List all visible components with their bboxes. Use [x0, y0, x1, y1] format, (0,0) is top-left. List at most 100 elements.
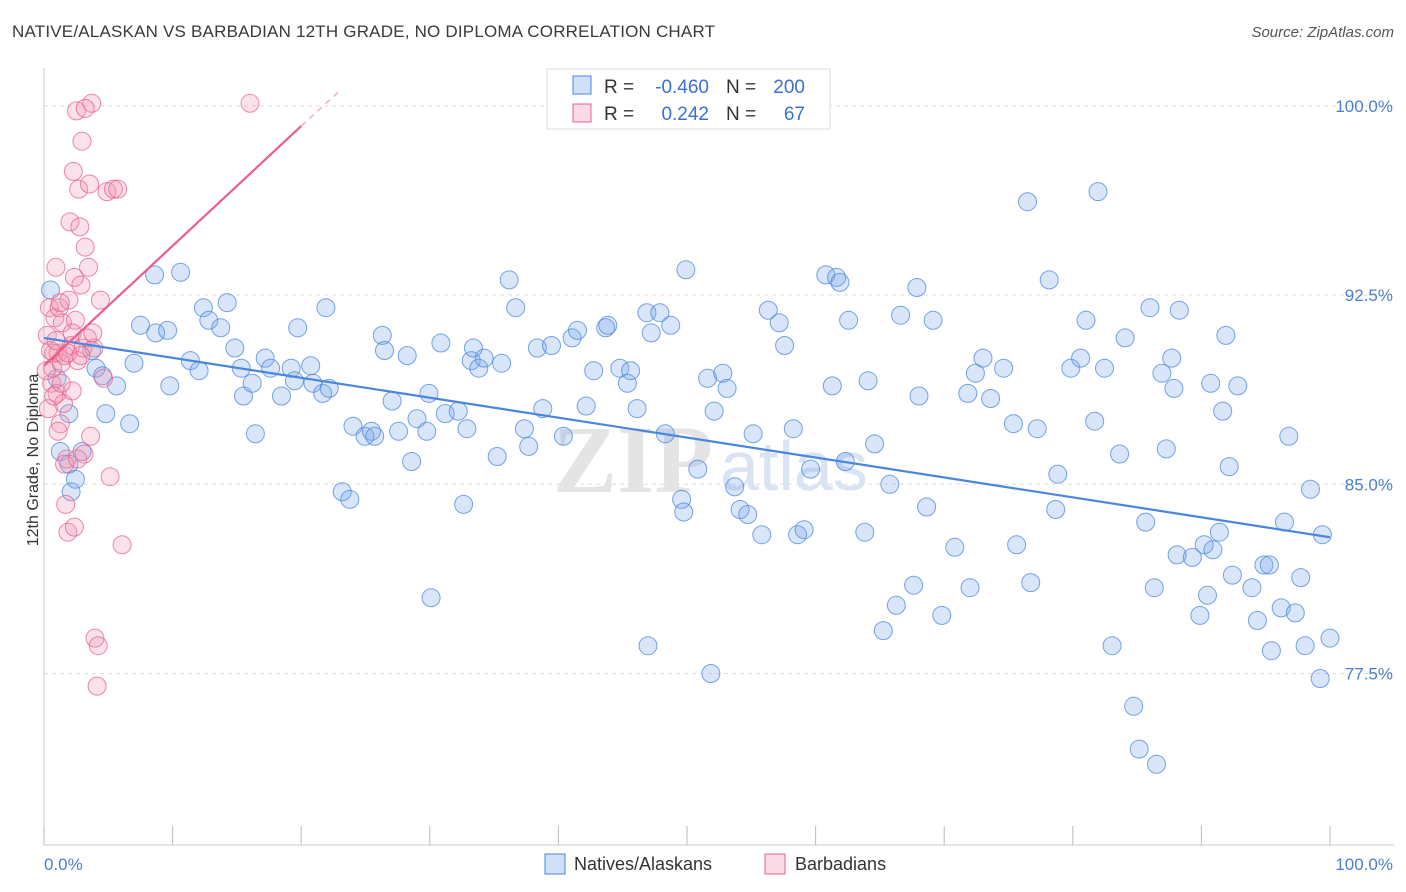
- source-label: Source: ZipAtlas.com: [1251, 24, 1394, 41]
- data-point: [758, 300, 778, 320]
- data-point: [701, 664, 721, 683]
- data-point: [1259, 555, 1279, 575]
- data-point: [60, 212, 80, 232]
- data-point: [598, 315, 618, 335]
- data-point: [171, 262, 191, 282]
- data-point: [454, 494, 474, 514]
- data-point: [365, 426, 385, 446]
- data-point: [64, 267, 84, 287]
- data-point: [1136, 512, 1156, 532]
- data-point: [1152, 363, 1172, 383]
- data-point: [448, 401, 468, 421]
- data-point: [69, 179, 89, 199]
- data-point: [1203, 540, 1223, 560]
- data-point: [533, 399, 553, 419]
- data-point: [839, 310, 859, 330]
- data-point: [199, 310, 219, 330]
- data-point: [1254, 555, 1274, 575]
- data-point: [627, 399, 647, 419]
- data-point: [65, 469, 85, 489]
- data-point: [58, 522, 78, 542]
- data-point: [120, 414, 140, 434]
- data-point: [880, 474, 900, 494]
- data-point: [421, 588, 441, 608]
- data-point: [858, 371, 878, 391]
- barbadians-trend-line: [43, 125, 302, 367]
- data-point: [1115, 328, 1135, 348]
- data-point: [1124, 696, 1144, 716]
- data-point: [492, 353, 512, 373]
- data-point: [553, 426, 573, 446]
- data-point: [743, 424, 763, 444]
- data-point: [1222, 565, 1242, 585]
- data-point: [1219, 457, 1239, 477]
- data-point: [100, 467, 120, 487]
- data-point: [907, 278, 927, 297]
- data-point: [621, 361, 641, 381]
- data-point: [1182, 547, 1202, 567]
- data-point: [1320, 628, 1340, 648]
- data-point: [1144, 578, 1164, 598]
- data-point: [775, 336, 795, 355]
- data-point: [272, 386, 291, 406]
- data-point: [1095, 358, 1114, 378]
- data-point: [71, 275, 91, 295]
- data-point: [909, 386, 929, 406]
- data-point: [945, 537, 965, 557]
- data-point: [1247, 611, 1267, 630]
- data-point: [83, 323, 103, 343]
- data-point: [487, 447, 507, 466]
- data-point: [1198, 585, 1217, 605]
- data-point: [672, 489, 692, 509]
- data-point: [189, 361, 209, 381]
- data-point: [64, 517, 84, 537]
- y-tick-label: 100.0%: [1335, 97, 1393, 116]
- data-point: [81, 426, 101, 446]
- data-point: [641, 323, 661, 343]
- data-point: [61, 482, 81, 502]
- data-point: [923, 310, 943, 330]
- natives-trend-line: [43, 336, 1331, 539]
- data-point: [1007, 535, 1027, 555]
- data-point: [1216, 325, 1236, 345]
- data-point: [217, 293, 237, 313]
- data-point: [407, 409, 427, 429]
- data-point: [783, 419, 803, 439]
- data-point: [891, 305, 911, 325]
- data-point: [50, 414, 70, 434]
- data-point: [676, 260, 696, 280]
- data-point: [160, 376, 180, 396]
- data-point: [158, 320, 178, 340]
- data-point: [1061, 358, 1081, 378]
- data-point: [542, 336, 561, 355]
- data-point: [397, 346, 417, 366]
- data-point: [661, 315, 681, 335]
- y-tick-label: 77.5%: [1345, 664, 1393, 683]
- legend-r-natives: -0.460: [655, 77, 709, 98]
- data-point: [904, 575, 924, 595]
- data-point: [245, 424, 265, 444]
- data-point: [596, 318, 616, 338]
- data-point: [1147, 754, 1166, 774]
- data-point: [725, 477, 745, 497]
- data-point: [1194, 535, 1214, 555]
- data-point: [56, 494, 76, 514]
- data-point: [85, 628, 105, 648]
- data-point: [637, 303, 657, 323]
- data-point: [70, 217, 90, 237]
- data-point: [145, 265, 165, 285]
- natives-points: [41, 182, 1340, 774]
- data-point: [372, 325, 392, 345]
- data-point: [1228, 376, 1248, 396]
- data-point: [389, 421, 409, 441]
- legend-n-barbadians: 67: [784, 104, 805, 125]
- data-point: [688, 459, 708, 479]
- data-point: [211, 318, 231, 338]
- data-point: [87, 676, 107, 696]
- data-point: [1003, 414, 1023, 434]
- data-point: [72, 131, 92, 151]
- data-point: [71, 346, 91, 366]
- data-point: [1261, 641, 1281, 661]
- data-point: [514, 419, 534, 439]
